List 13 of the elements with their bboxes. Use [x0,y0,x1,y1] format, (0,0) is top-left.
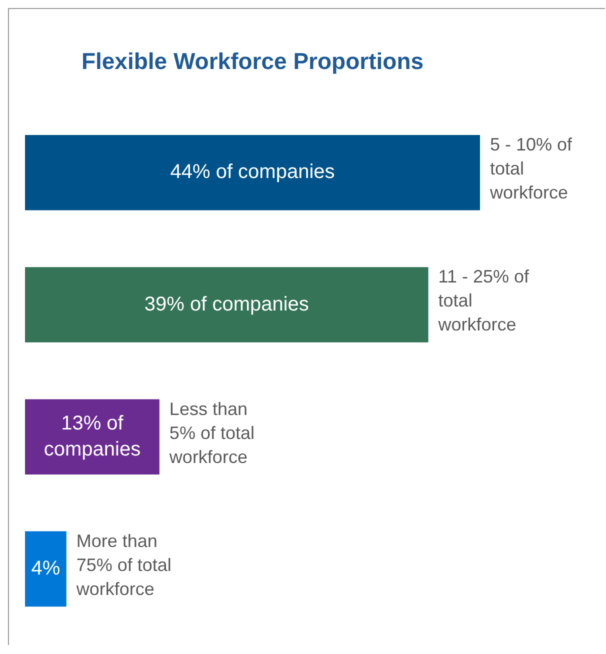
bar [25,267,428,342]
bar [25,399,160,474]
y-tick-label: 5 - 10% of total workforce [489,134,574,203]
bar [25,531,66,607]
data-label: 4% [31,557,60,580]
y-tick-label: 11 - 25% of total workforce [437,266,530,335]
data-label: 39% of companies [144,293,309,316]
data-label: 13% of companies [44,412,141,460]
data-label: 44% of companies [170,161,335,184]
y-tick-label: Less than 5% of total workforce [168,398,254,467]
bar [25,135,480,210]
y-tick-label: More than 75% of total workforce [75,530,172,599]
chart-title: Flexible Workforce Proportions [81,48,424,74]
